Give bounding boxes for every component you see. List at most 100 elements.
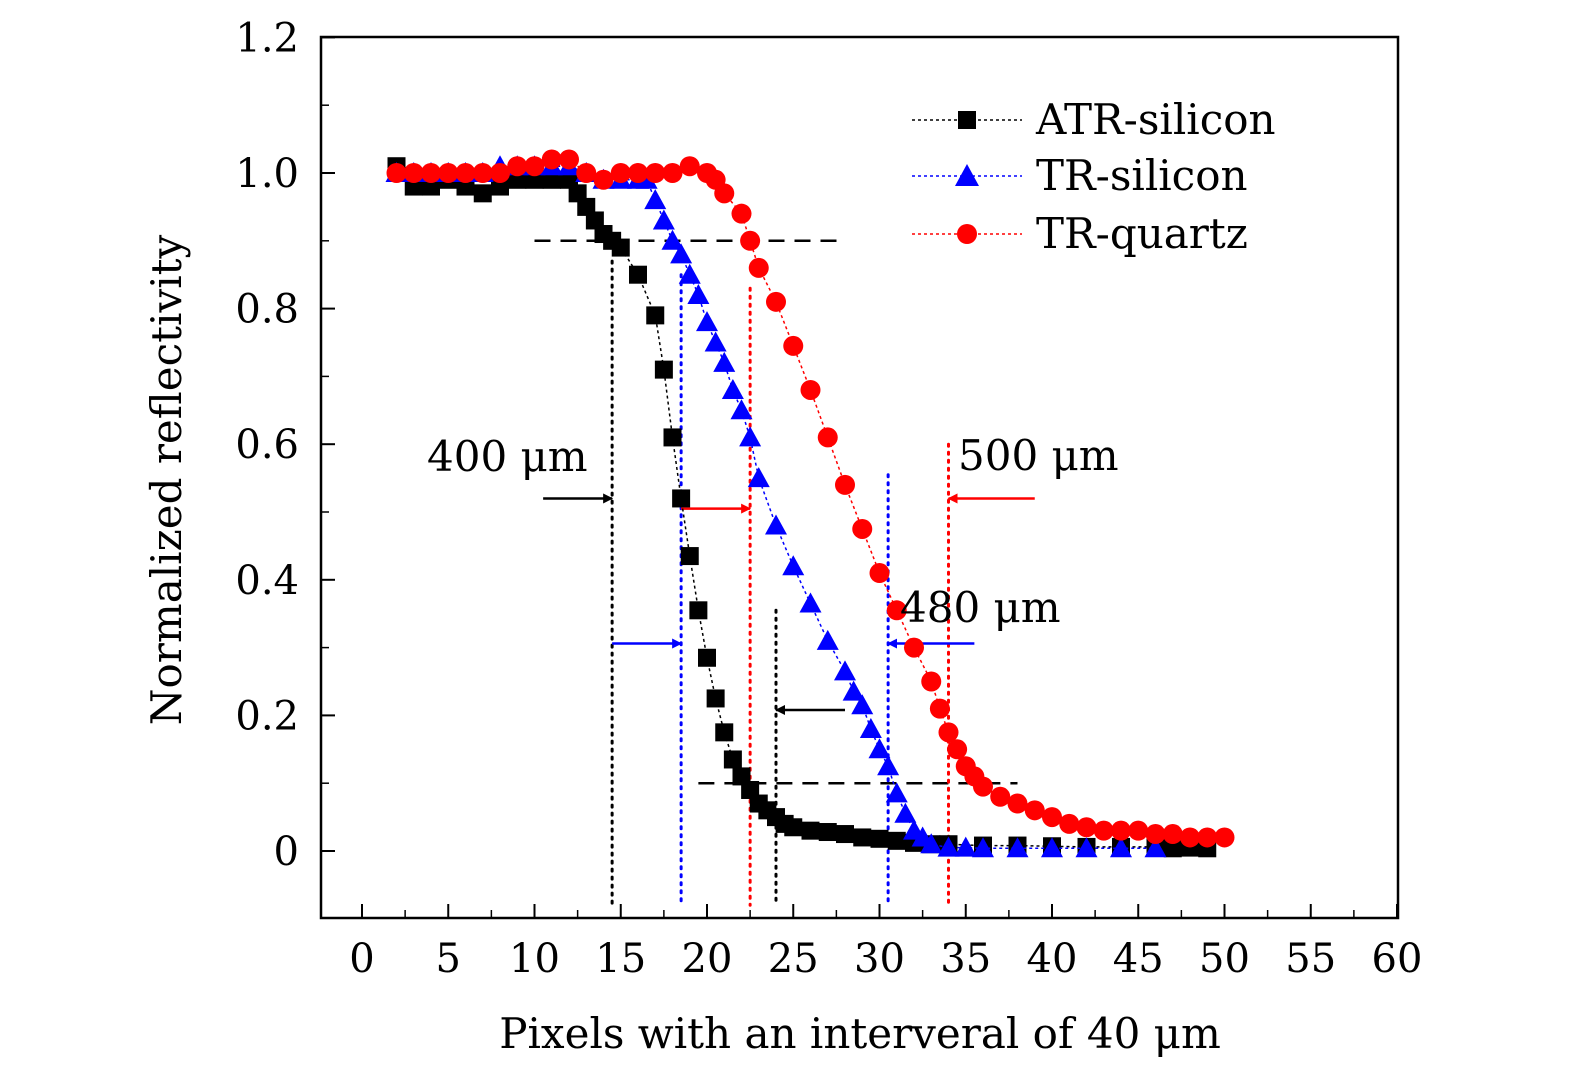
data-point-square bbox=[818, 823, 837, 842]
series-line bbox=[396, 158, 1225, 839]
y-tick-label: 1.2 bbox=[235, 15, 299, 61]
data-point-circle bbox=[1145, 824, 1166, 845]
annotation-480um: 480 μm bbox=[900, 583, 1061, 632]
data-point-triangle bbox=[765, 514, 787, 535]
series-line bbox=[396, 165, 1156, 850]
data-point-circle bbox=[740, 230, 761, 251]
x-tick-label: 30 bbox=[854, 936, 905, 982]
data-point-square bbox=[715, 723, 734, 742]
data-point-circle bbox=[1180, 827, 1200, 848]
data-point-circle bbox=[403, 163, 424, 183]
data-point-square bbox=[585, 211, 604, 230]
data-point-square bbox=[577, 197, 596, 216]
data-point-circle bbox=[852, 518, 873, 539]
data-point-circle bbox=[593, 169, 614, 190]
data-point-circle bbox=[921, 671, 942, 692]
data-point-circle bbox=[1042, 807, 1062, 828]
data-point-triangle bbox=[954, 836, 977, 857]
data-point-triangle bbox=[696, 311, 718, 332]
data-point-triangle bbox=[834, 660, 856, 681]
y-tick-label: 0 bbox=[274, 829, 299, 875]
data-point-triangle bbox=[937, 836, 960, 857]
data-point-triangle bbox=[851, 694, 874, 715]
data-point-square bbox=[741, 780, 760, 799]
data-point-square bbox=[473, 184, 492, 203]
data-point-square bbox=[654, 360, 673, 379]
data-point-square bbox=[723, 750, 742, 769]
legend-triangle-marker bbox=[955, 164, 979, 186]
data-point-circle bbox=[559, 149, 579, 170]
x-tick-label: 5 bbox=[436, 936, 461, 982]
data-point-triangle bbox=[704, 331, 727, 352]
data-point-triangle bbox=[1006, 837, 1029, 858]
axes-layer: 0 5 10 15 20 25 30 35 40 45 50 55 60 0 0.2 0.4 0.6 0.8 1.0… bbox=[235, 15, 1422, 982]
data-point-circle bbox=[1059, 813, 1080, 834]
data-point-square bbox=[508, 170, 527, 189]
data-point-circle bbox=[1007, 793, 1028, 814]
data-point-square bbox=[706, 689, 725, 708]
data-point-triangle bbox=[920, 833, 943, 854]
data-point-square bbox=[836, 825, 854, 844]
series-layer bbox=[385, 149, 1235, 858]
data-point-square bbox=[672, 489, 691, 508]
data-point-circle bbox=[835, 474, 855, 495]
data-point-square bbox=[560, 170, 578, 189]
data-point-circle bbox=[524, 156, 545, 177]
data-point-triangle bbox=[687, 284, 710, 305]
legend: ATR-silicon TR-silicon TR-quartz bbox=[912, 95, 1276, 258]
data-point-square bbox=[1163, 839, 1182, 858]
data-point-circle bbox=[1111, 820, 1131, 841]
data-point-square bbox=[732, 767, 751, 786]
data-point-circle bbox=[886, 600, 907, 621]
data-point-circle bbox=[662, 163, 683, 183]
data-point-triangle bbox=[713, 351, 736, 372]
data-point-circle bbox=[507, 156, 528, 177]
data-point-triangle bbox=[842, 680, 865, 701]
data-point-circle bbox=[947, 739, 968, 760]
data-point-triangle bbox=[1075, 837, 1098, 858]
data-point-circle bbox=[1214, 827, 1235, 848]
data-point-triangle bbox=[782, 555, 805, 576]
data-point-circle bbox=[576, 163, 597, 183]
data-point-circle bbox=[929, 698, 950, 719]
data-point-square bbox=[698, 648, 716, 667]
data-point-triangle bbox=[894, 802, 917, 823]
data-point-triangle bbox=[661, 229, 684, 250]
data-point-square bbox=[887, 831, 906, 850]
x-tick-label: 0 bbox=[349, 936, 374, 982]
data-point-square bbox=[629, 265, 647, 284]
series-tr-quartz bbox=[386, 149, 1235, 848]
data-point-triangle bbox=[730, 399, 753, 420]
data-point-triangle bbox=[721, 378, 744, 399]
data-point-square bbox=[456, 177, 475, 196]
x-tick-label: 10 bbox=[509, 936, 560, 982]
legend-label-atr-silicon: ATR-silicon bbox=[1035, 95, 1276, 144]
data-point-circle bbox=[1076, 817, 1097, 838]
y-axis-title: Normalized reflectivity bbox=[142, 234, 191, 725]
x-tick-label: 45 bbox=[1113, 936, 1164, 982]
data-point-triangle bbox=[739, 426, 762, 447]
data-point-triangle bbox=[1041, 837, 1063, 858]
data-point-square bbox=[663, 428, 682, 447]
data-point-circle bbox=[1093, 820, 1114, 841]
data-point-triangle bbox=[972, 837, 994, 858]
data-point-circle bbox=[628, 163, 648, 183]
x-tick-label: 50 bbox=[1199, 936, 1250, 982]
data-point-triangle bbox=[799, 592, 822, 613]
data-point-triangle bbox=[1144, 837, 1167, 858]
data-point-circle bbox=[1197, 827, 1218, 848]
data-point-triangle bbox=[1110, 837, 1132, 858]
data-point-circle bbox=[990, 786, 1011, 807]
data-point-triangle bbox=[635, 168, 658, 189]
data-point-square bbox=[404, 177, 423, 196]
data-point-circle bbox=[800, 379, 821, 400]
data-point-circle bbox=[973, 776, 993, 797]
series-atr-silicon bbox=[387, 157, 1217, 858]
annotation-500um: 500 μm bbox=[958, 431, 1119, 480]
data-point-circle bbox=[904, 637, 924, 658]
data-point-circle bbox=[386, 163, 407, 183]
data-point-square bbox=[646, 306, 665, 325]
data-point-circle bbox=[455, 163, 476, 183]
data-point-circle bbox=[748, 257, 769, 278]
